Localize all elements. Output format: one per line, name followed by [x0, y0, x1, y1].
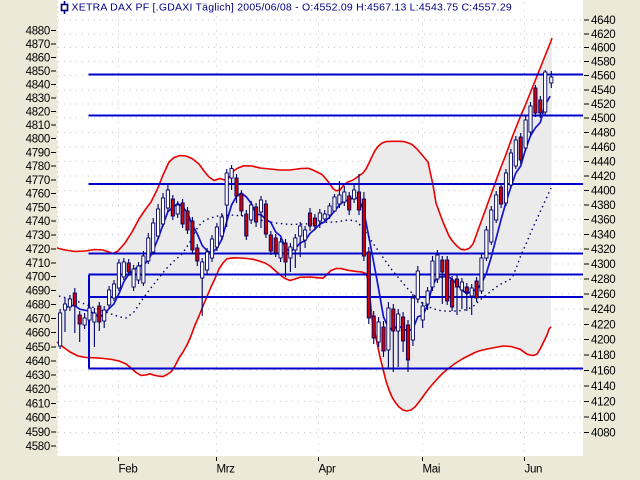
- svg-text:4600: 4600: [591, 43, 615, 55]
- svg-text:4680: 4680: [26, 300, 50, 312]
- svg-text:4460: 4460: [591, 142, 615, 154]
- svg-text:4300: 4300: [591, 259, 615, 271]
- svg-text:4620: 4620: [591, 29, 615, 41]
- svg-text:4580: 4580: [26, 441, 50, 453]
- svg-text:4670: 4670: [26, 314, 50, 326]
- svg-text:Apr: Apr: [319, 464, 336, 476]
- svg-text:4750: 4750: [26, 202, 50, 214]
- svg-text:Feb: Feb: [119, 464, 138, 476]
- svg-text:4850: 4850: [26, 66, 50, 78]
- svg-text:4770: 4770: [26, 175, 50, 187]
- svg-text:Jun: Jun: [525, 464, 543, 476]
- svg-text:4520: 4520: [591, 99, 615, 111]
- svg-text:4140: 4140: [591, 381, 615, 393]
- svg-text:4700: 4700: [26, 272, 50, 284]
- svg-text:4220: 4220: [591, 319, 615, 331]
- svg-text:4280: 4280: [591, 274, 615, 286]
- svg-text:4120: 4120: [591, 396, 615, 408]
- svg-text:4080: 4080: [591, 428, 615, 440]
- svg-text:4630: 4630: [26, 370, 50, 382]
- svg-text:4360: 4360: [591, 215, 615, 227]
- svg-text:4870: 4870: [26, 39, 50, 51]
- svg-text:4860: 4860: [26, 52, 50, 64]
- svg-text:XETRA DAX PF [.GDAXI Täglich]: XETRA DAX PF [.GDAXI Täglich] 2005/06/08…: [72, 1, 512, 13]
- svg-text:4610: 4610: [26, 398, 50, 410]
- svg-text:4810: 4810: [26, 120, 50, 132]
- svg-text:4320: 4320: [591, 244, 615, 256]
- svg-text:4760: 4760: [26, 189, 50, 201]
- svg-text:Mai: Mai: [423, 464, 441, 476]
- svg-text:Mrz: Mrz: [217, 464, 236, 476]
- svg-text:4820: 4820: [26, 107, 50, 119]
- svg-text:4100: 4100: [591, 412, 615, 424]
- svg-text:4730: 4730: [26, 230, 50, 242]
- svg-text:4620: 4620: [26, 384, 50, 396]
- svg-text:4500: 4500: [591, 113, 615, 125]
- svg-text:4740: 4740: [26, 216, 50, 228]
- svg-text:4180: 4180: [591, 350, 615, 362]
- svg-text:4560: 4560: [591, 71, 615, 83]
- svg-text:4780: 4780: [26, 161, 50, 173]
- svg-text:4710: 4710: [26, 258, 50, 270]
- svg-text:4480: 4480: [591, 128, 615, 140]
- svg-text:4880: 4880: [26, 25, 50, 37]
- svg-text:4660: 4660: [26, 328, 50, 340]
- svg-text:4240: 4240: [591, 304, 615, 316]
- svg-text:4640: 4640: [26, 356, 50, 368]
- svg-text:4690: 4690: [26, 286, 50, 298]
- svg-text:4580: 4580: [591, 57, 615, 69]
- svg-text:4420: 4420: [591, 171, 615, 183]
- svg-text:4340: 4340: [591, 229, 615, 241]
- svg-text:4400: 4400: [591, 185, 615, 197]
- svg-text:4640: 4640: [591, 15, 615, 27]
- svg-text:4200: 4200: [591, 335, 615, 347]
- svg-text:4830: 4830: [26, 93, 50, 105]
- svg-text:4600: 4600: [26, 413, 50, 425]
- svg-text:4160: 4160: [591, 365, 615, 377]
- svg-text:4720: 4720: [26, 244, 50, 256]
- svg-text:4260: 4260: [591, 289, 615, 301]
- svg-text:4840: 4840: [26, 79, 50, 91]
- svg-text:4590: 4590: [26, 427, 50, 439]
- svg-text:4540: 4540: [591, 85, 615, 97]
- svg-text:4800: 4800: [26, 134, 50, 146]
- svg-text:4650: 4650: [26, 342, 50, 354]
- svg-text:4440: 4440: [591, 156, 615, 168]
- svg-text:4380: 4380: [591, 200, 615, 212]
- svg-text:4790: 4790: [26, 147, 50, 159]
